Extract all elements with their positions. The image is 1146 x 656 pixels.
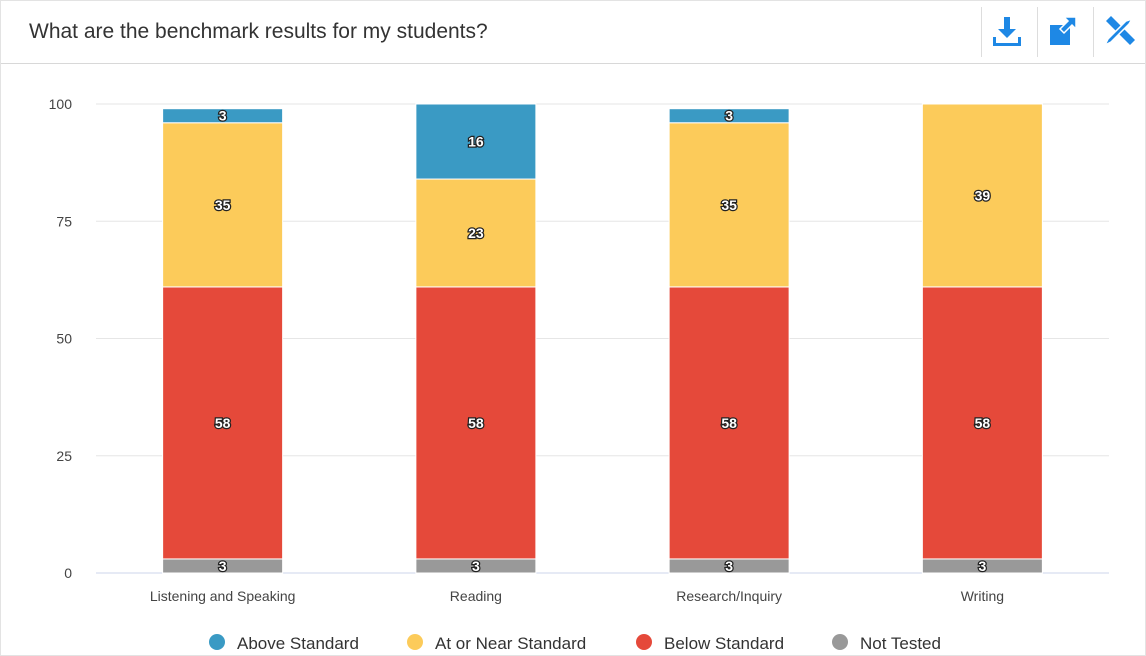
value-label: 3 — [472, 558, 480, 574]
legend-swatch — [209, 634, 225, 650]
tools-glyph — [1103, 16, 1135, 47]
value-label: 3 — [219, 108, 227, 124]
y-tick-label: 50 — [56, 331, 72, 347]
bar-segment — [162, 108, 284, 124]
value-label: 58 — [468, 415, 484, 431]
header: What are the benchmark results for my st… — [1, 1, 1145, 64]
y-tick-label: 0 — [64, 565, 72, 581]
bar-segment — [668, 286, 790, 560]
bar-segment — [668, 122, 790, 288]
bar-segment — [921, 103, 1043, 288]
x-tick-label: Writing — [961, 588, 1004, 604]
value-label: 35 — [721, 197, 737, 213]
value-label: 58 — [975, 415, 991, 431]
legend-label: Not Tested — [860, 634, 941, 653]
expand-glyph — [1050, 16, 1077, 45]
value-label: 23 — [468, 225, 484, 241]
value-label: 58 — [215, 415, 231, 431]
bar-segment — [668, 108, 790, 124]
legend-swatch — [636, 634, 652, 650]
legend-swatch — [407, 634, 423, 650]
value-label: 3 — [725, 558, 733, 574]
value-label: 16 — [468, 134, 484, 150]
tools-icon[interactable] — [1093, 7, 1144, 57]
y-tick-label: 100 — [49, 96, 73, 112]
y-tick-label: 75 — [56, 213, 72, 229]
bar-segment — [162, 122, 284, 288]
y-tick-label: 25 — [56, 448, 72, 464]
bar-segment — [921, 286, 1043, 560]
value-label: 58 — [721, 415, 737, 431]
x-tick-label: Research/Inquiry — [676, 588, 782, 604]
value-label: 35 — [215, 197, 231, 213]
x-tick-label: Listening and Speaking — [150, 588, 296, 604]
bar-segment — [415, 103, 537, 180]
download-glyph — [993, 17, 1021, 46]
value-label: 39 — [975, 187, 991, 203]
expand-icon[interactable] — [1037, 7, 1088, 57]
legend-label: Above Standard — [237, 634, 359, 653]
value-label: 3 — [219, 558, 227, 574]
bar-segment — [162, 286, 284, 560]
value-label: 3 — [978, 558, 986, 574]
x-tick-label: Reading — [450, 588, 502, 604]
bar-segment — [415, 178, 537, 288]
legend-swatch — [832, 634, 848, 650]
legend-label: At or Near Standard — [435, 634, 586, 653]
legend-label: Below Standard — [664, 634, 784, 653]
chart-title: What are the benchmark results for my st… — [29, 20, 488, 43]
download-icon[interactable] — [981, 7, 1032, 57]
value-label: 3 — [725, 108, 733, 124]
